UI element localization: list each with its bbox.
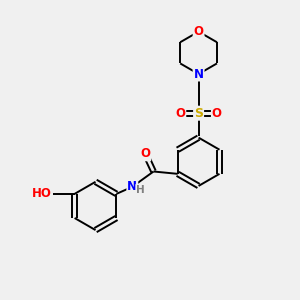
Text: O: O bbox=[212, 107, 222, 120]
Text: HO: HO bbox=[32, 188, 52, 200]
Text: N: N bbox=[194, 68, 204, 80]
Text: O: O bbox=[140, 147, 150, 160]
Text: O: O bbox=[175, 107, 185, 120]
Text: N: N bbox=[127, 180, 137, 193]
Text: O: O bbox=[194, 25, 204, 38]
Text: H: H bbox=[136, 185, 145, 195]
Text: S: S bbox=[194, 107, 203, 120]
